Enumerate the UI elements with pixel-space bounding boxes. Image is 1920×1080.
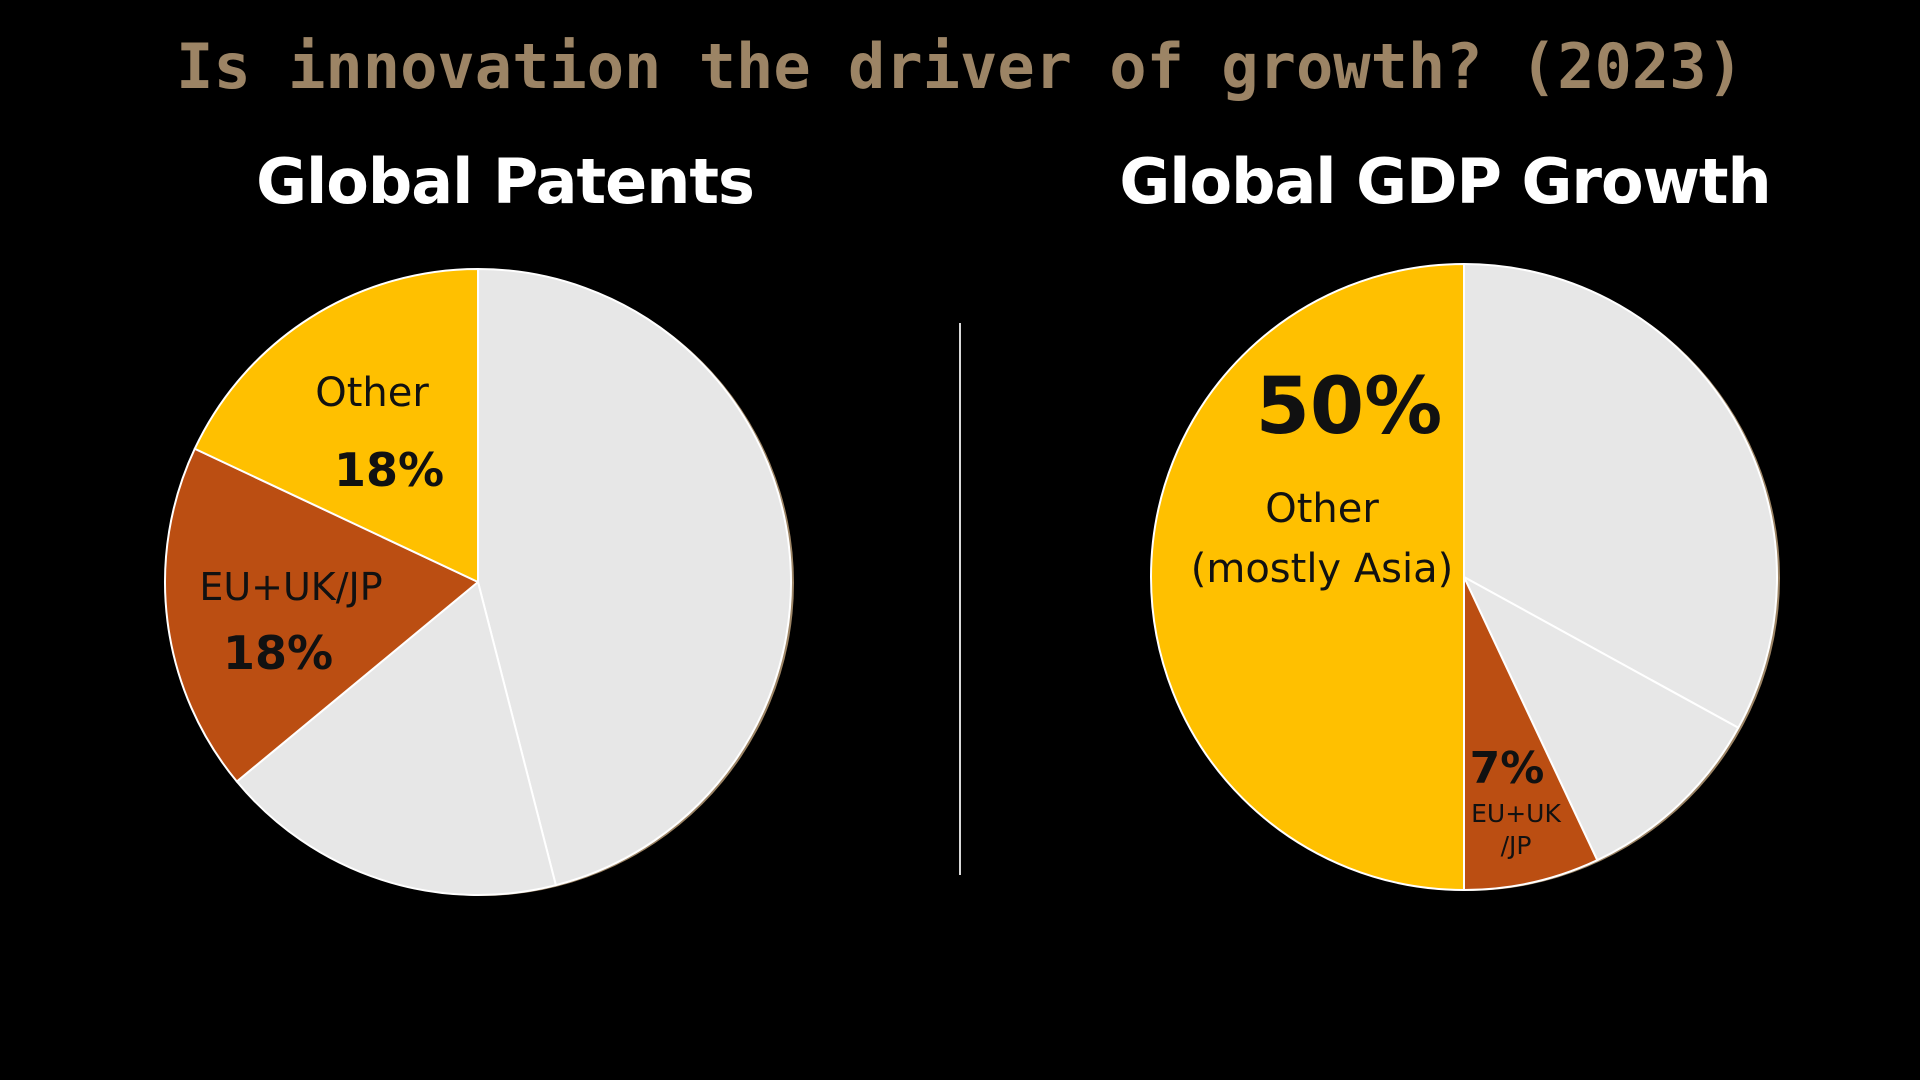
chart-title-global-gdp-growth: Global GDP Growth: [1119, 145, 1771, 218]
pie-slice-eu-uk-jp: [1463, 576, 1599, 891]
label-left-other-pct: 18%: [334, 443, 444, 497]
label-left-eu-name: EU+UK/JP: [199, 565, 382, 609]
label-left-other-name: Other: [315, 370, 429, 416]
chart-title-global-patents: Global Patents: [256, 145, 755, 218]
label-right-other-line2: (mostly Asia): [1191, 546, 1454, 592]
pie-slice-unlabeled-1: [1463, 576, 1740, 862]
label-right-eu-pct: 7%: [1470, 743, 1545, 794]
divider: [959, 323, 961, 875]
pie-slice-unlabeled-0: [477, 268, 792, 887]
pie-slice-other-mostly-asia: [1150, 263, 1465, 891]
pie-global-gdp-growth: [1150, 263, 1780, 891]
label-right-eu-line2: /JP: [1501, 831, 1532, 860]
label-right-other-pct: 50%: [1256, 362, 1443, 452]
label-left-eu-pct: 18%: [223, 626, 333, 680]
pie-slice-eu-uk-jp: [164, 447, 479, 783]
label-right-eu-line1: EU+UK: [1471, 799, 1561, 828]
pie-global-patents: [164, 268, 794, 896]
pie-slice-unlabeled-1: [235, 581, 557, 896]
page-title: Is innovation the driver of growth? (202…: [176, 30, 1744, 103]
pie-slice-unlabeled-0: [1463, 263, 1778, 729]
label-right-other-line1: Other: [1265, 486, 1379, 532]
pie-slice-other: [193, 268, 479, 583]
